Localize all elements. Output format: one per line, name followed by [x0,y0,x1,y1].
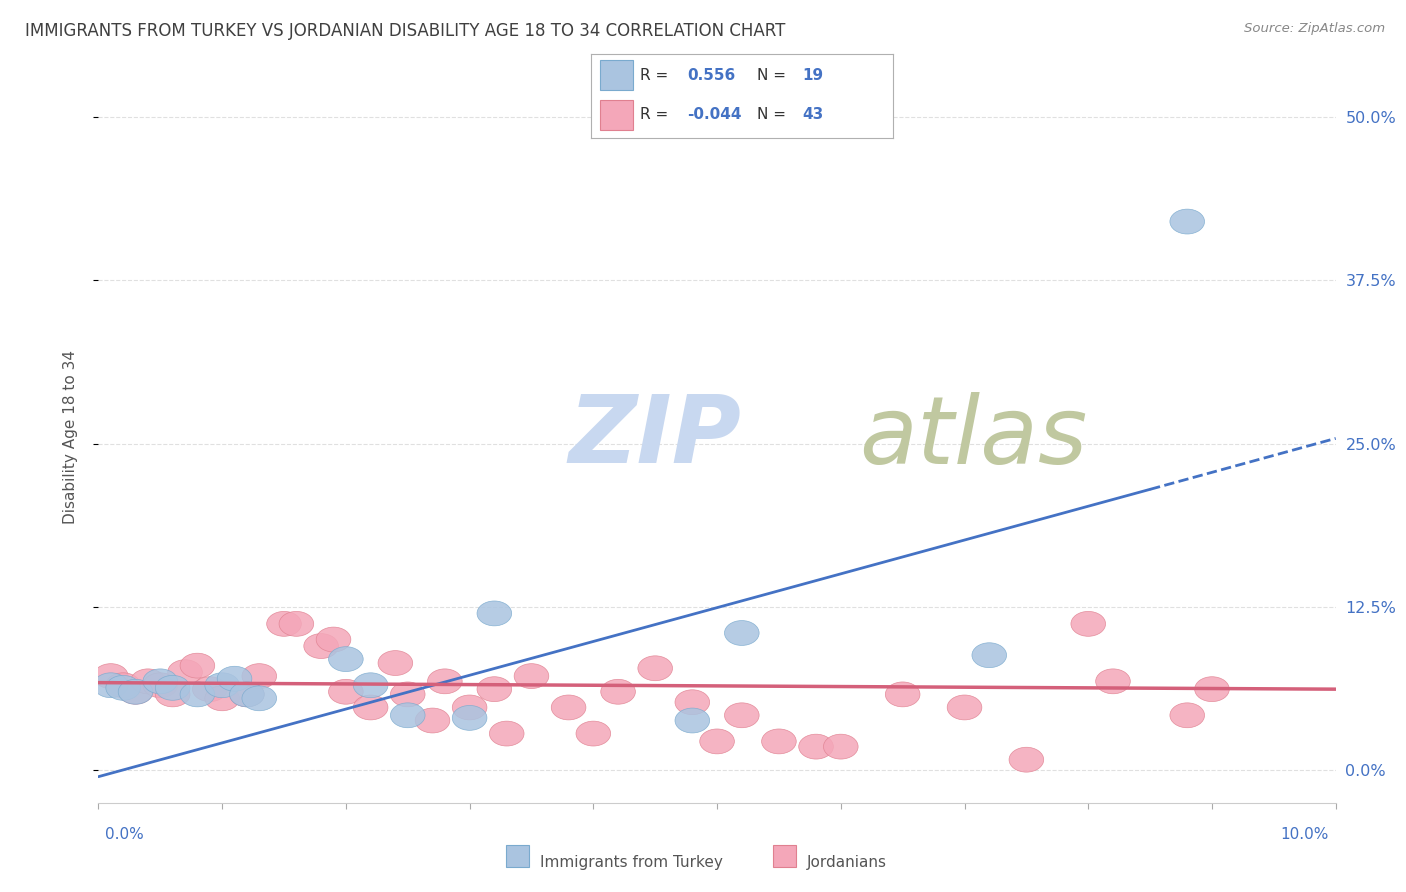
Text: R =: R = [640,107,669,122]
Text: 19: 19 [801,68,824,83]
Text: R =: R = [640,68,669,83]
Ellipse shape [205,686,239,711]
Ellipse shape [675,690,710,714]
Ellipse shape [105,673,141,698]
Ellipse shape [724,621,759,646]
Ellipse shape [1195,677,1229,702]
Ellipse shape [477,601,512,626]
Ellipse shape [304,633,339,658]
Ellipse shape [267,611,301,636]
Ellipse shape [799,734,834,759]
Ellipse shape [1170,209,1205,234]
Ellipse shape [1170,703,1205,728]
Text: Source: ZipAtlas.com: Source: ZipAtlas.com [1244,22,1385,36]
Ellipse shape [229,682,264,706]
Text: 43: 43 [801,107,824,122]
Ellipse shape [391,682,425,706]
Text: 0.556: 0.556 [688,68,735,83]
Text: -0.044: -0.044 [688,107,742,122]
Ellipse shape [143,673,177,698]
Ellipse shape [1071,611,1105,636]
Ellipse shape [551,695,586,720]
Ellipse shape [427,669,463,694]
Ellipse shape [242,664,277,689]
Ellipse shape [453,695,486,720]
Ellipse shape [105,675,141,700]
Text: N =: N = [756,68,786,83]
Text: IMMIGRANTS FROM TURKEY VS JORDANIAN DISABILITY AGE 18 TO 34 CORRELATION CHART: IMMIGRANTS FROM TURKEY VS JORDANIAN DISA… [25,22,786,40]
Ellipse shape [675,708,710,733]
Ellipse shape [329,680,363,704]
Ellipse shape [1010,747,1043,772]
Ellipse shape [278,611,314,636]
Ellipse shape [155,682,190,706]
Ellipse shape [576,721,610,746]
Text: Immigrants from Turkey: Immigrants from Turkey [540,855,723,870]
Text: atlas: atlas [859,392,1088,483]
Y-axis label: Disability Age 18 to 34: Disability Age 18 to 34 [63,350,77,524]
Ellipse shape [762,729,796,754]
Ellipse shape [242,686,277,711]
Ellipse shape [415,708,450,733]
Text: 0.0%: 0.0% [105,827,145,841]
Ellipse shape [205,673,239,698]
Ellipse shape [329,647,363,672]
Ellipse shape [948,695,981,720]
Ellipse shape [600,680,636,704]
Ellipse shape [378,650,413,675]
Ellipse shape [193,677,228,702]
FancyBboxPatch shape [599,61,633,90]
Text: ZIP: ZIP [568,391,741,483]
Ellipse shape [1095,669,1130,694]
Ellipse shape [93,673,128,698]
Ellipse shape [489,721,524,746]
Ellipse shape [217,666,252,691]
Ellipse shape [353,673,388,698]
Ellipse shape [180,682,215,706]
Ellipse shape [93,664,128,689]
Ellipse shape [353,695,388,720]
Text: Jordanians: Jordanians [807,855,887,870]
Ellipse shape [229,682,264,706]
Ellipse shape [972,643,1007,667]
Text: N =: N = [756,107,786,122]
Ellipse shape [118,680,153,704]
Ellipse shape [155,675,190,700]
Ellipse shape [118,680,153,704]
Text: 10.0%: 10.0% [1281,827,1329,841]
Ellipse shape [824,734,858,759]
Ellipse shape [167,660,202,685]
FancyBboxPatch shape [599,100,633,130]
Ellipse shape [477,677,512,702]
Ellipse shape [638,656,672,681]
Ellipse shape [180,653,215,678]
Ellipse shape [131,669,166,694]
Ellipse shape [316,627,352,652]
Ellipse shape [391,703,425,728]
Ellipse shape [886,682,920,706]
Ellipse shape [453,706,486,731]
Ellipse shape [515,664,548,689]
Ellipse shape [143,669,177,694]
Ellipse shape [724,703,759,728]
Ellipse shape [700,729,734,754]
